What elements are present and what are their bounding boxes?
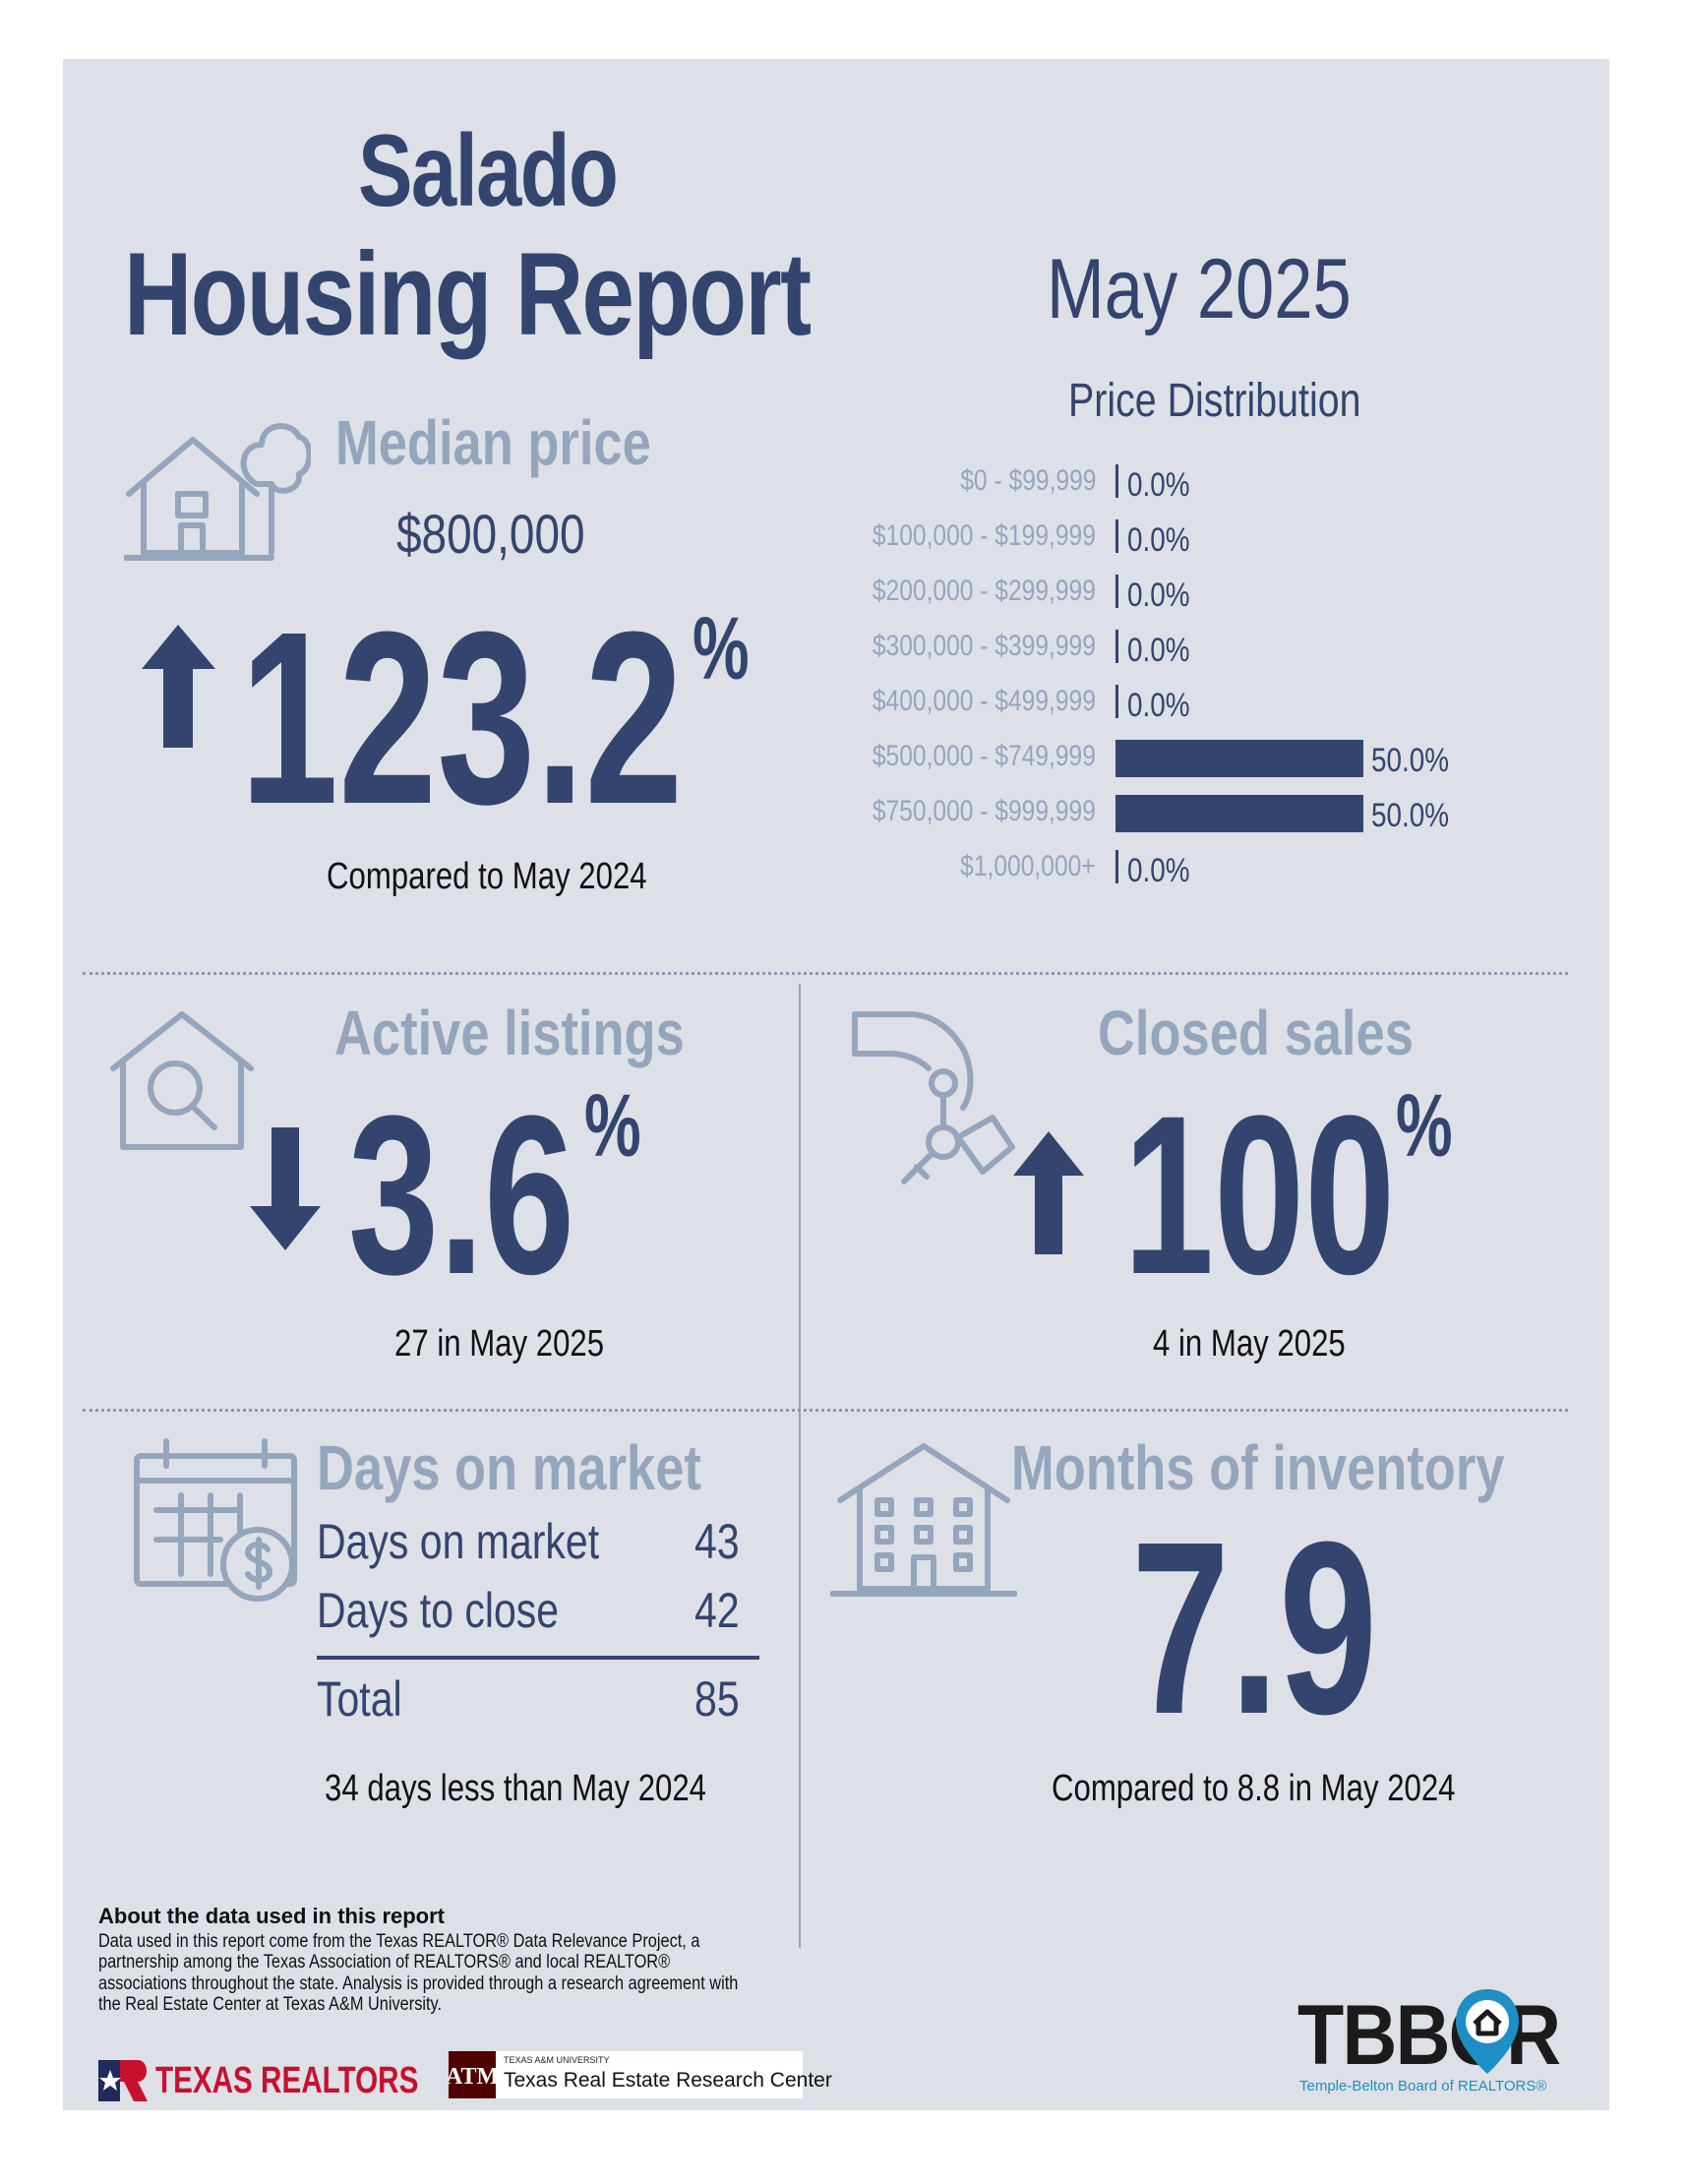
distribution-value: 0.0% xyxy=(1127,632,1190,669)
distribution-value: 50.0% xyxy=(1371,797,1450,834)
days-row-label: Days to close xyxy=(317,1583,560,1638)
tamu-small-text: TEXAS A&M UNIVERSITY xyxy=(504,2055,610,2065)
active-listings-change: 3.6 xyxy=(348,1068,575,1321)
distribution-label: $400,000 - $499,999 xyxy=(872,685,1096,717)
tamu-logo: ATM TEXAS A&M UNIVERSITY Texas Real Esta… xyxy=(446,2051,832,2098)
svg-text:ATM: ATM xyxy=(449,2064,496,2090)
distribution-row: $100,000 - $199,999 0.0% xyxy=(873,517,1578,559)
house-search-icon xyxy=(110,1011,254,1150)
house-tree-icon xyxy=(124,423,311,561)
tbbor-subtitle: Temple-Belton Board of REALTORS® xyxy=(1299,2078,1547,2094)
distribution-row: $400,000 - $499,999 0.0% xyxy=(873,683,1578,724)
arrow-up-icon xyxy=(1013,1131,1084,1254)
tbbor-logo: TBBOR Temple-Belton Board of REALTORS® xyxy=(1297,1987,1593,2095)
distribution-row: $1,000,000+ 0.0% xyxy=(889,848,1578,889)
days-row-label: Days on market xyxy=(317,1514,600,1569)
city-title: Salado xyxy=(358,114,619,228)
distribution-label: $0 - $99,999 xyxy=(959,464,1096,497)
closed-sales-change: 100 xyxy=(1123,1068,1396,1321)
distribution-value: 0.0% xyxy=(1127,687,1190,724)
days-total-value: 85 xyxy=(694,1671,740,1727)
days-row-value: 42 xyxy=(694,1583,740,1638)
apartment-building-icon xyxy=(830,1443,1017,1597)
separator-vertical xyxy=(799,984,801,1948)
distribution-row: $500,000 - $749,999 50.0% xyxy=(873,738,1578,779)
months-inventory-value: 7.9 xyxy=(1131,1490,1378,1765)
texas-realtors-mark-icon xyxy=(98,2060,148,2101)
texas-realtors-text: TEXAS REALTORS xyxy=(155,2060,419,2101)
separator-middle xyxy=(83,1409,1568,1412)
distribution-row: $200,000 - $299,999 0.0% xyxy=(873,573,1578,614)
distribution-label: $200,000 - $299,999 xyxy=(872,575,1096,607)
distribution-row: $0 - $99,999 0.0% xyxy=(889,462,1578,504)
hand-keys-icon xyxy=(852,1011,1015,1184)
distribution-label: $100,000 - $199,999 xyxy=(872,519,1096,552)
report-period: May 2025 xyxy=(1047,242,1352,336)
report-title: Housing Report xyxy=(124,228,812,360)
tamu-mark-icon: ATM xyxy=(446,2051,499,2098)
distribution-label: $750,000 - $999,999 xyxy=(872,795,1096,827)
distribution-label: $1,000,000+ xyxy=(960,850,1096,882)
days-total-rule xyxy=(317,1656,759,1660)
distribution-value: 0.0% xyxy=(1127,466,1190,504)
active-listings-caption: 27 in May 2025 xyxy=(394,1323,605,1365)
price-distribution-title: Price Distribution xyxy=(1068,375,1361,427)
active-listings-title: Active listings xyxy=(334,998,685,1068)
closed-sales-caption: 4 in May 2025 xyxy=(1153,1323,1346,1365)
distribution-bar xyxy=(1115,519,1118,553)
calendar-dollar-icon xyxy=(134,1438,297,1602)
report-panel: Salado Housing Report May 2025 Median pr… xyxy=(63,59,1609,2110)
months-inventory-caption: Compared to 8.8 in May 2024 xyxy=(1052,1768,1456,1809)
median-price-unit: % xyxy=(693,600,750,698)
distribution-value: 0.0% xyxy=(1127,521,1190,559)
distribution-value: 0.0% xyxy=(1127,576,1190,614)
days-table: Days on market 43 Days to close 42 Total… xyxy=(317,1513,759,1729)
distribution-row: $750,000 - $999,999 50.0% xyxy=(873,793,1578,834)
median-price-caption: Compared to May 2024 xyxy=(327,856,647,897)
separator-top xyxy=(83,972,1568,975)
price-distribution-chart: $0 - $99,999 0.0% $100,000 - $199,999 0.0% $… xyxy=(873,462,1578,889)
tbbor-text: TBBOR xyxy=(1297,1988,1561,2083)
distribution-bar xyxy=(1115,630,1118,663)
median-price-title: Median price xyxy=(335,407,651,478)
texas-realtors-logo: TEXAS REALTORS xyxy=(98,2056,423,2105)
active-listings-unit: % xyxy=(584,1077,641,1176)
distribution-value: 0.0% xyxy=(1127,852,1190,889)
closed-sales-title: Closed sales xyxy=(1098,998,1414,1068)
median-price-change: 123.2 xyxy=(240,580,684,855)
closed-sales-unit: % xyxy=(1396,1077,1453,1176)
distribution-bar xyxy=(1115,795,1363,832)
distribution-bar xyxy=(1115,740,1363,777)
distribution-bar xyxy=(1115,575,1118,608)
distribution-bar xyxy=(1115,685,1118,718)
distribution-row: $300,000 - $399,999 0.0% xyxy=(873,628,1578,669)
median-price-value: $800,000 xyxy=(396,503,585,565)
distribution-bar xyxy=(1115,850,1118,883)
days-row-value: 43 xyxy=(694,1514,740,1569)
months-inventory-title: Months of inventory xyxy=(1011,1432,1505,1503)
distribution-label: $300,000 - $399,999 xyxy=(872,630,1096,662)
distribution-label: $500,000 - $749,999 xyxy=(872,740,1096,772)
about-text: Data used in this report come from the T… xyxy=(98,1931,739,2015)
arrow-down-icon xyxy=(250,1127,321,1250)
distribution-bar xyxy=(1115,464,1118,498)
tamu-center-text: Texas Real Estate Research Center xyxy=(504,2069,832,2092)
distribution-value: 50.0% xyxy=(1371,742,1450,779)
location-pin-home-icon xyxy=(1456,1989,1519,2074)
days-total-label: Total xyxy=(317,1671,402,1727)
days-on-market-caption: 34 days less than May 2024 xyxy=(325,1768,707,1809)
days-on-market-title: Days on market xyxy=(317,1432,701,1503)
about-title: About the data used in this report xyxy=(98,1904,446,1928)
arrow-up-icon xyxy=(142,625,215,748)
